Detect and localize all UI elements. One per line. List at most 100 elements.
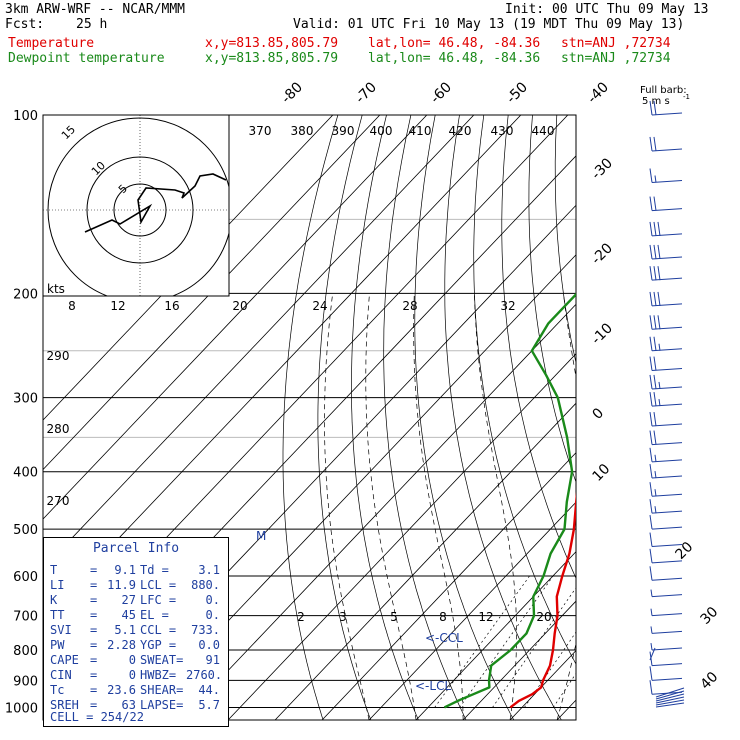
parcel-key2: LCL = bbox=[140, 578, 177, 592]
hodo-units-label: kts bbox=[47, 282, 65, 296]
forecast-label: Fcst: bbox=[5, 17, 45, 32]
temperature-tick-label: -30 bbox=[589, 155, 616, 182]
dewpoint-legend-stn: stn=ANJ ,72734 bbox=[561, 51, 671, 66]
hodo-speed-label: 16 bbox=[164, 299, 179, 313]
parcel-value: 11.9 bbox=[107, 578, 136, 592]
wind-barb bbox=[650, 642, 683, 651]
wind-barb bbox=[649, 411, 683, 427]
barb-staff bbox=[651, 423, 683, 427]
wind-barb bbox=[649, 244, 683, 260]
barb-feather bbox=[649, 291, 653, 306]
isotherm bbox=[43, 115, 334, 421]
barb-feather bbox=[649, 356, 653, 371]
barb-feather bbox=[649, 136, 653, 152]
parcel-key: SVI bbox=[50, 623, 72, 637]
pressure-tick-label: 500 bbox=[13, 523, 38, 538]
barb-staff bbox=[651, 647, 683, 651]
dry-adiabat bbox=[630, 115, 740, 720]
barb-feather bbox=[657, 266, 661, 281]
pressure-tick-label: 100 bbox=[13, 109, 38, 124]
barb-staff bbox=[651, 459, 683, 463]
surface-barb bbox=[655, 687, 685, 698]
wind-barb bbox=[649, 392, 683, 407]
barb-staff bbox=[651, 386, 683, 390]
wind-barb bbox=[649, 680, 683, 695]
mixing-ratio-label: 2 bbox=[297, 610, 305, 624]
isotherm bbox=[43, 115, 381, 471]
barb-staff bbox=[651, 326, 683, 330]
wind-legend-line1: Full barb: bbox=[640, 85, 687, 96]
temperature-legend-latlon: lat,lon= 46.48, -84.36 bbox=[368, 36, 541, 51]
barb-feather bbox=[649, 515, 653, 530]
wind-barb bbox=[649, 168, 683, 184]
barb-staff bbox=[651, 348, 683, 352]
wind-barb bbox=[649, 651, 683, 667]
barb-feather bbox=[649, 336, 653, 351]
parcel-value: 0 bbox=[128, 668, 136, 682]
parcel-value2: 91 bbox=[205, 653, 220, 667]
hodo-speed-label: 8 bbox=[68, 299, 76, 313]
parcel-eq: = bbox=[90, 653, 98, 667]
dry-adiabat bbox=[473, 115, 576, 665]
parcel-value2: 5.7 bbox=[198, 698, 220, 712]
hodo-trace bbox=[84, 173, 227, 233]
parcel-row: CAPE = 0 SWEAT= 91 bbox=[50, 653, 220, 667]
isotherm bbox=[604, 115, 740, 720]
wind-legend-line2: 5 m s bbox=[642, 96, 670, 107]
parcel-value: 45 bbox=[121, 608, 136, 622]
moist-adiabat bbox=[651, 293, 740, 720]
dry-adiabat bbox=[444, 115, 562, 720]
parcel-key2: SHEAR= bbox=[140, 683, 184, 697]
parcel-key: K bbox=[50, 593, 58, 607]
barb-half-feather bbox=[658, 343, 661, 351]
barb-feather bbox=[649, 566, 653, 581]
parcel-value: 2.28 bbox=[107, 638, 136, 652]
parcel-value: 27 bbox=[121, 593, 136, 607]
barb-half-feather bbox=[650, 626, 653, 634]
pressure-tick-label: 400 bbox=[13, 466, 38, 481]
temperature-tick-label: -80 bbox=[279, 79, 306, 106]
parcel-value: 5.1 bbox=[114, 623, 136, 637]
temperature-tick-label: 10 bbox=[590, 461, 614, 485]
parcel-key2: LFC = bbox=[140, 593, 177, 607]
parcel-row: Tc = 23.6 SHEAR= 44. bbox=[50, 683, 220, 697]
barb-staff bbox=[651, 180, 683, 184]
barb-feather bbox=[653, 100, 657, 116]
plot-frame bbox=[42, 114, 577, 721]
pressure-tick-label: 700 bbox=[13, 610, 38, 625]
barb-feather bbox=[649, 532, 653, 547]
isotherm bbox=[180, 303, 576, 720]
isotherm bbox=[651, 115, 740, 720]
parcel-row: PW = 2.28 YGP = 0.0 bbox=[50, 638, 220, 652]
dewpoint-line bbox=[443, 292, 576, 709]
wind-barb bbox=[649, 196, 683, 212]
parcel-key2: SWEAT= bbox=[140, 653, 184, 667]
moist-adiabat bbox=[556, 293, 576, 720]
barb-staff bbox=[651, 475, 683, 479]
wind-barb bbox=[649, 548, 683, 564]
moist-adiabat bbox=[474, 293, 517, 720]
barb-feather bbox=[657, 315, 661, 330]
surface-barb bbox=[655, 693, 685, 702]
barb-feather bbox=[653, 291, 657, 306]
parcel-key: SREH bbox=[50, 698, 79, 712]
barb-feather bbox=[649, 411, 653, 427]
parcel-value2: 3.1 bbox=[198, 563, 220, 577]
mixing-ratio-line bbox=[492, 587, 576, 708]
wind-barb bbox=[649, 463, 683, 479]
parcel-key2: Td = bbox=[140, 563, 169, 577]
barb-staff bbox=[651, 256, 683, 260]
parcel-key: CAPE bbox=[50, 653, 79, 667]
barb-staff bbox=[651, 442, 683, 446]
wind-barb bbox=[649, 100, 683, 116]
barb-feather bbox=[653, 392, 657, 407]
wind-barb bbox=[650, 608, 683, 617]
moist-adiabat bbox=[604, 293, 702, 720]
moist-adiabat bbox=[324, 293, 370, 720]
dry-adiabat bbox=[414, 115, 515, 720]
level-marker-lcl: <-LCL bbox=[415, 679, 451, 693]
wind-barb bbox=[650, 589, 683, 598]
parcel-key2: LAPSE= bbox=[140, 698, 184, 712]
theta-label: 390 bbox=[332, 124, 355, 138]
wind-barb bbox=[649, 266, 683, 281]
